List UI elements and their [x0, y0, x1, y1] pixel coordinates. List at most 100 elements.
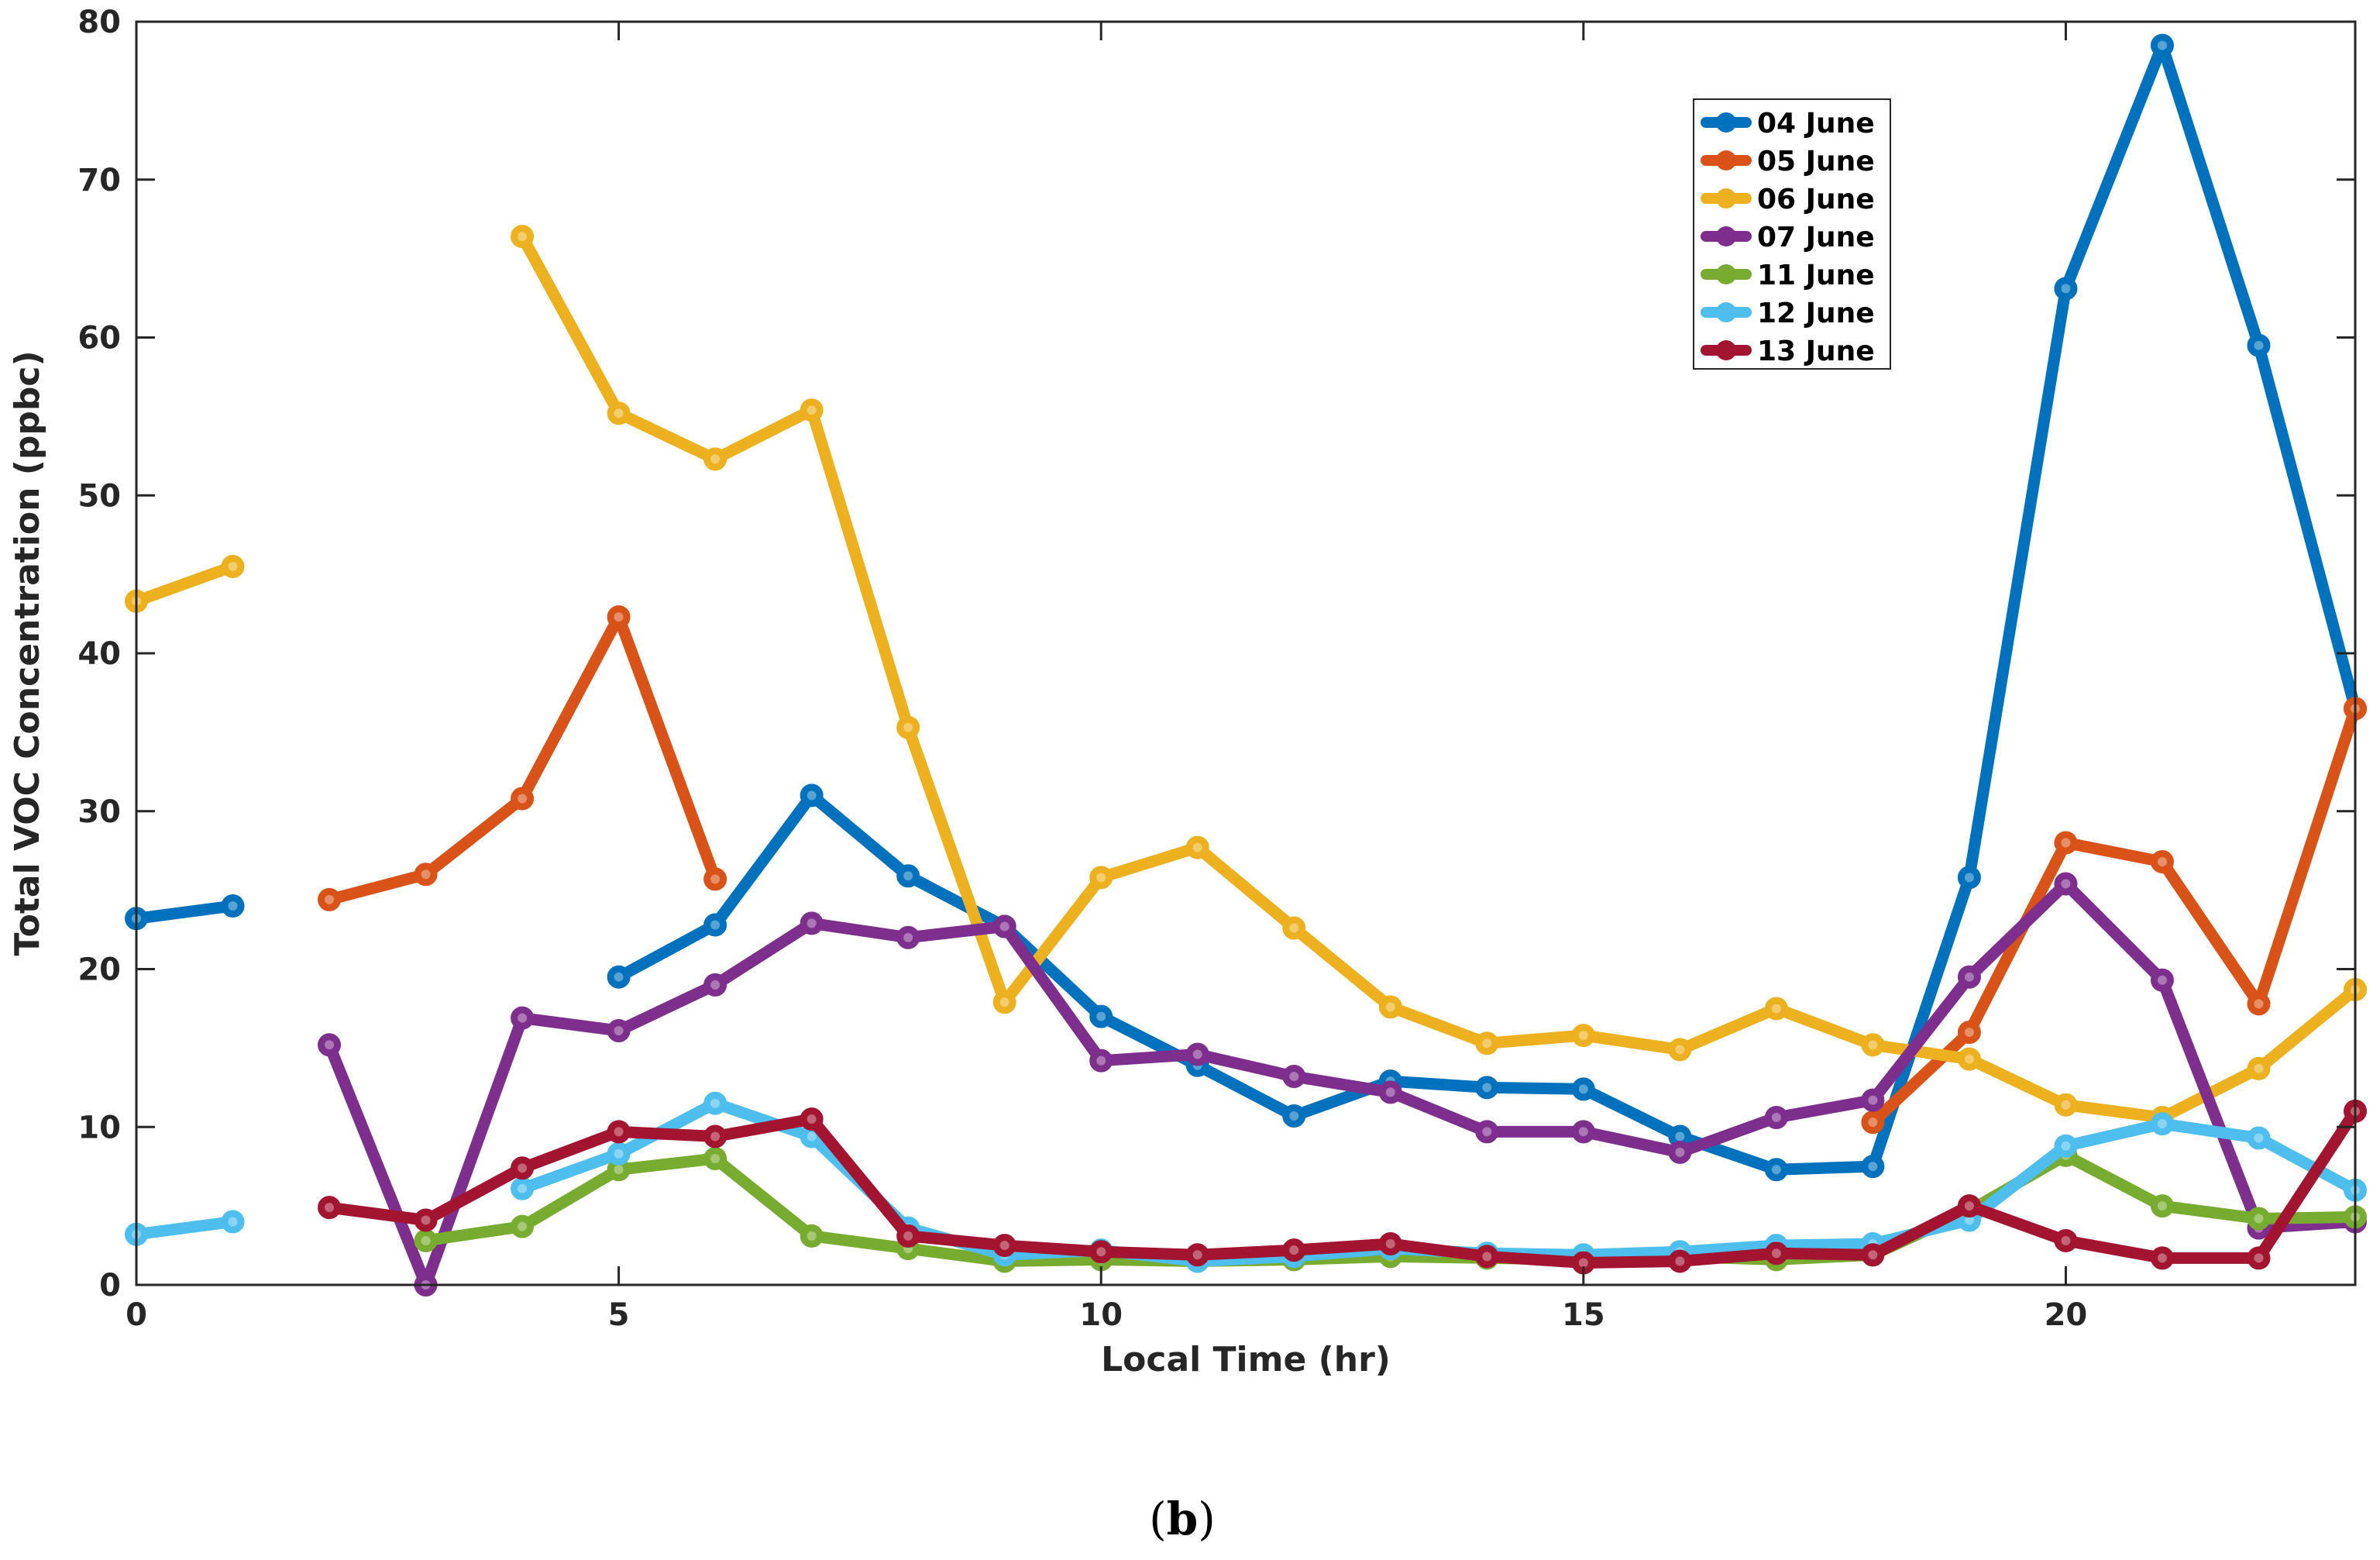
data-point-marker-04-june — [807, 790, 817, 801]
legend-label: 04 June — [1757, 108, 1875, 139]
data-point-06-june — [1282, 916, 1306, 940]
legend-label: 05 June — [1757, 146, 1875, 177]
data-point-06-june — [1185, 835, 1209, 859]
data-point-07-june — [800, 911, 824, 935]
y-tick-label: 50 — [77, 478, 121, 514]
data-point-marker-13-june — [1192, 1250, 1202, 1260]
tick-labels: 0 5 10 15 20 0 10 20 30 40 50 60 70 80 — [77, 5, 2087, 1333]
data-point-marker-13-june — [710, 1131, 721, 1142]
data-point-marker-04-june — [2157, 40, 2167, 50]
data-point-13-june — [703, 1124, 727, 1148]
data-point-13-june — [414, 1208, 438, 1232]
data-point-marker-07-june — [807, 918, 817, 928]
data-point-06-june — [1571, 1024, 1595, 1048]
data-point-marker-12-june — [614, 1148, 624, 1159]
data-point-06-june — [1764, 997, 1788, 1021]
data-point-marker-04-june — [1675, 1131, 1685, 1142]
data-point-06-june — [1668, 1038, 1692, 1062]
data-point-marker-07-june — [1385, 1087, 1395, 1097]
legend-swatch-marker — [1716, 150, 1736, 170]
legend-item-12-june: 12 June — [1701, 298, 1875, 329]
data-point-13-june — [896, 1224, 920, 1248]
data-point-13-june — [1957, 1194, 1981, 1218]
data-point-marker-04-june — [1964, 873, 1974, 883]
data-point-marker-07-june — [1675, 1147, 1685, 1157]
data-point-06-june — [1378, 995, 1402, 1019]
legend-swatch-marker — [1716, 112, 1736, 133]
data-point-marker-12-june — [807, 1131, 817, 1142]
data-point-marker-12-june — [710, 1098, 721, 1108]
y-tick-label: 20 — [77, 952, 121, 988]
data-point-marker-13-june — [421, 1215, 431, 1225]
panel-label: (b) — [1149, 1493, 1216, 1545]
data-point-12-june — [221, 1210, 245, 1234]
data-point-07-june — [703, 973, 727, 997]
data-point-07-june — [1571, 1120, 1595, 1144]
data-point-07-june — [511, 1006, 535, 1030]
data-point-13-june — [1861, 1243, 1885, 1267]
data-point-marker-06-june — [2254, 1063, 2264, 1073]
data-point-marker-07-june — [710, 980, 721, 990]
data-point-06-june — [800, 398, 824, 422]
data-point-13-june — [1764, 1241, 1788, 1266]
data-point-13-june — [607, 1120, 631, 1144]
legend-item-07-june: 07 June — [1701, 222, 1875, 253]
data-point-marker-13-june — [1482, 1252, 1492, 1262]
data-point-13-june — [1282, 1238, 1306, 1262]
series-06-june — [125, 225, 2367, 1130]
data-point-marker-12-june — [2061, 1141, 2071, 1151]
x-tick-label: 10 — [1079, 1297, 1123, 1333]
legend-item-13-june: 13 June — [1701, 336, 1875, 367]
data-point-marker-07-june — [518, 1013, 528, 1023]
data-point-marker-06-june — [1675, 1045, 1685, 1055]
legend-item-04-june: 04 June — [1701, 108, 1875, 139]
data-point-marker-11-june — [614, 1165, 624, 1175]
data-point-marker-13-june — [1675, 1256, 1685, 1266]
data-point-13-june — [1668, 1249, 1692, 1273]
data-point-11-june — [2150, 1194, 2174, 1218]
data-point-06-june — [2054, 1093, 2078, 1117]
data-point-marker-04-june — [2254, 340, 2264, 350]
data-point-07-june — [1089, 1049, 1113, 1073]
data-point-13-june — [800, 1107, 824, 1131]
data-point-06-june — [1089, 866, 1113, 890]
data-point-06-june — [992, 990, 1016, 1014]
data-point-marker-05-june — [2254, 999, 2264, 1009]
data-point-marker-11-june — [807, 1231, 817, 1241]
data-point-marker-05-june — [2157, 856, 2167, 866]
data-point-marker-07-june — [2157, 975, 2167, 985]
data-point-marker-06-june — [1385, 1002, 1395, 1012]
data-point-marker-13-june — [2157, 1253, 2167, 1263]
data-point-marker-12-june — [2254, 1133, 2264, 1143]
data-point-04-june — [2150, 33, 2174, 57]
data-point-04-june — [1282, 1104, 1306, 1128]
x-axis-title: Local Time (hr) — [1101, 1340, 1391, 1379]
data-point-marker-05-june — [1964, 1028, 1974, 1037]
legend-swatch-marker — [1716, 340, 1736, 360]
data-point-marker-05-june — [1868, 1117, 1878, 1128]
data-point-07-june — [992, 914, 1016, 938]
data-point-marker-04-june — [2061, 284, 2071, 294]
data-point-11-june — [703, 1147, 727, 1170]
data-point-marker-04-june — [1578, 1084, 1588, 1094]
data-point-13-june — [318, 1196, 342, 1220]
data-point-marker-12-june — [518, 1183, 528, 1193]
data-point-07-june — [1282, 1065, 1306, 1089]
data-point-marker-05-june — [421, 870, 431, 880]
data-point-marker-07-june — [903, 932, 913, 942]
data-point-marker-07-june — [2061, 879, 2071, 889]
data-point-marker-05-june — [518, 794, 528, 804]
series-line-12-june — [130, 1216, 239, 1241]
data-point-04-june — [1089, 1004, 1113, 1028]
data-point-07-june — [1861, 1088, 1885, 1112]
data-point-05-june — [2150, 849, 2174, 873]
y-tick-label: 40 — [77, 636, 121, 672]
series-line-13-june — [323, 1105, 2361, 1269]
data-point-marker-06-june — [614, 408, 624, 418]
data-point-13-june — [992, 1234, 1016, 1258]
series-line-07-june — [323, 877, 2361, 1291]
series-line-04-june — [130, 900, 239, 925]
data-point-marker-04-june — [1289, 1111, 1299, 1121]
data-point-marker-13-june — [903, 1231, 913, 1241]
